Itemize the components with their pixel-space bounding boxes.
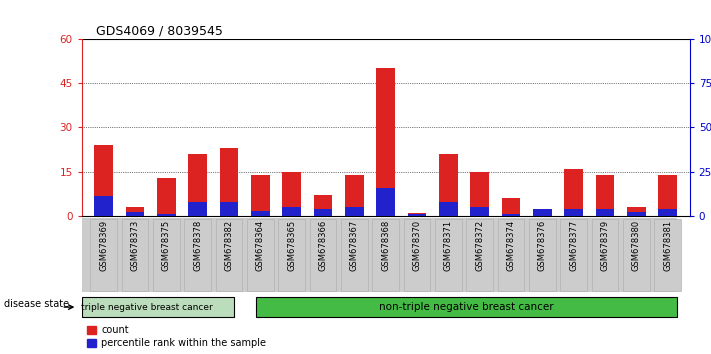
FancyBboxPatch shape — [215, 219, 242, 291]
FancyBboxPatch shape — [341, 219, 368, 291]
Bar — [95, 196, 113, 216]
Text: GSM678373: GSM678373 — [131, 220, 139, 271]
Bar — [220, 202, 238, 216]
Bar — [314, 209, 333, 216]
Text: GSM678376: GSM678376 — [538, 220, 547, 271]
Bar — [658, 209, 677, 216]
Text: GSM678367: GSM678367 — [350, 220, 359, 271]
Bar — [157, 178, 176, 216]
Bar — [502, 214, 520, 216]
Text: GSM678369: GSM678369 — [100, 220, 108, 271]
Bar — [345, 207, 364, 216]
Bar — [565, 209, 583, 216]
Text: GSM678375: GSM678375 — [162, 220, 171, 271]
Text: GSM678378: GSM678378 — [193, 220, 202, 271]
Bar — [658, 175, 677, 216]
Text: GSM678377: GSM678377 — [570, 220, 578, 271]
Bar — [533, 213, 552, 216]
Bar — [95, 145, 113, 216]
Bar — [407, 213, 427, 216]
Bar — [596, 175, 614, 216]
FancyBboxPatch shape — [82, 297, 234, 318]
Text: GSM678364: GSM678364 — [256, 220, 265, 271]
Text: GSM678365: GSM678365 — [287, 220, 296, 271]
Bar — [376, 68, 395, 216]
Legend: count, percentile rank within the sample: count, percentile rank within the sample — [87, 325, 266, 348]
Text: GSM678371: GSM678371 — [444, 220, 453, 271]
FancyBboxPatch shape — [82, 218, 677, 292]
Bar — [565, 169, 583, 216]
Text: GSM678381: GSM678381 — [663, 220, 672, 271]
Bar — [502, 198, 520, 216]
FancyBboxPatch shape — [310, 219, 336, 291]
FancyBboxPatch shape — [256, 297, 677, 318]
Text: GSM678370: GSM678370 — [412, 220, 422, 271]
Text: GSM678366: GSM678366 — [319, 220, 328, 271]
Bar — [627, 212, 646, 216]
Text: GSM678382: GSM678382 — [225, 220, 233, 271]
FancyBboxPatch shape — [404, 219, 430, 291]
Text: triple negative breast cancer: triple negative breast cancer — [81, 303, 213, 312]
Text: GSM678374: GSM678374 — [506, 220, 515, 271]
Bar — [533, 209, 552, 216]
Bar — [439, 154, 458, 216]
Bar — [470, 172, 489, 216]
FancyBboxPatch shape — [654, 219, 681, 291]
FancyBboxPatch shape — [153, 219, 180, 291]
FancyBboxPatch shape — [184, 219, 211, 291]
Bar — [376, 188, 395, 216]
Bar — [439, 202, 458, 216]
FancyBboxPatch shape — [466, 219, 493, 291]
Bar — [345, 175, 364, 216]
Bar — [126, 212, 144, 216]
Bar — [157, 214, 176, 216]
Bar — [596, 209, 614, 216]
Bar — [126, 207, 144, 216]
Text: GDS4069 / 8039545: GDS4069 / 8039545 — [96, 24, 223, 37]
Text: non-triple negative breast cancer: non-triple negative breast cancer — [379, 302, 554, 312]
FancyBboxPatch shape — [122, 219, 149, 291]
Bar — [188, 202, 207, 216]
FancyBboxPatch shape — [623, 219, 650, 291]
Bar — [282, 207, 301, 216]
FancyBboxPatch shape — [90, 219, 117, 291]
Text: GSM678379: GSM678379 — [601, 220, 609, 271]
Bar — [470, 207, 489, 216]
FancyBboxPatch shape — [373, 219, 399, 291]
Text: GSM678372: GSM678372 — [475, 220, 484, 271]
FancyBboxPatch shape — [592, 219, 619, 291]
FancyBboxPatch shape — [247, 219, 274, 291]
Bar — [314, 195, 333, 216]
Bar — [282, 172, 301, 216]
Bar — [251, 175, 269, 216]
Text: GSM678380: GSM678380 — [632, 220, 641, 271]
Bar — [627, 207, 646, 216]
Bar — [188, 154, 207, 216]
Bar — [407, 214, 427, 216]
Bar — [220, 148, 238, 216]
Text: GSM678368: GSM678368 — [381, 220, 390, 271]
FancyBboxPatch shape — [498, 219, 525, 291]
FancyBboxPatch shape — [529, 219, 556, 291]
Bar — [251, 211, 269, 216]
FancyBboxPatch shape — [560, 219, 587, 291]
Text: disease state: disease state — [4, 298, 69, 309]
FancyBboxPatch shape — [435, 219, 461, 291]
FancyBboxPatch shape — [279, 219, 305, 291]
